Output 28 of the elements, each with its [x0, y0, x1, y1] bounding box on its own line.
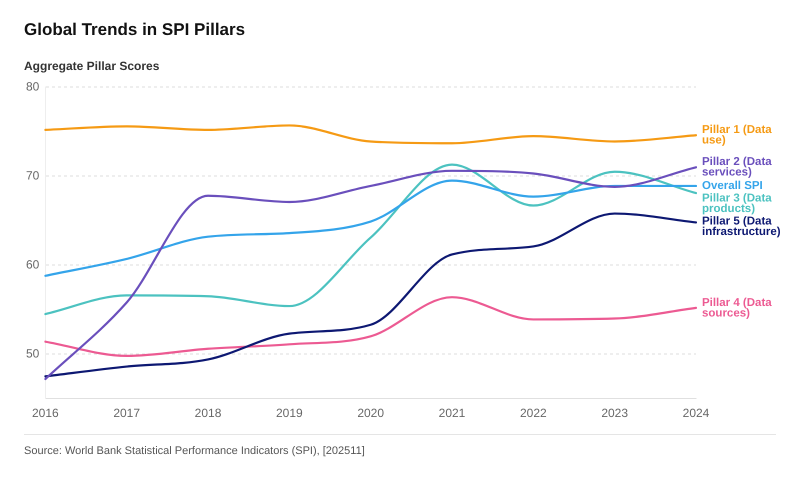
x-tick-label: 2018 [194, 406, 222, 420]
series-label: Overall SPI [702, 180, 763, 192]
series-label: Pillar 4 (Data sources) [702, 296, 772, 320]
line-series [44, 180, 698, 277]
line-series [44, 212, 698, 378]
y-tick-label: 70 [26, 168, 40, 182]
series-label: Pillar 5 (Data infrastructure) [702, 216, 781, 238]
series-label: Pillar 3 (Data products) [702, 192, 772, 216]
y-tick-label: 50 [26, 346, 40, 360]
y-axis-title: Aggregate Pillar Scores [24, 59, 160, 73]
line-series [44, 296, 698, 357]
x-tick-label: 2020 [357, 406, 384, 420]
x-tick-label: 2021 [438, 406, 466, 420]
x-tick-label: 2022 [520, 406, 548, 420]
y-tick-label: 80 [26, 80, 40, 94]
x-tick-label: 2017 [113, 406, 140, 420]
series-label: Pillar 2 (Data services) [702, 156, 772, 179]
line-series [44, 124, 698, 144]
chart-title: Global Trends in SPI Pillars [24, 20, 246, 40]
y-tick-label: 60 [26, 257, 40, 272]
series-label: Pillar 1 (Data use) [702, 124, 772, 147]
line-series [44, 164, 698, 316]
x-tick-label: 2023 [601, 406, 628, 420]
source-note: Source: World Bank Statistical Performance Indicators (SPI), [202511] [24, 445, 365, 457]
x-tick-label: 2019 [276, 406, 304, 420]
x-tick-label: 2024 [682, 406, 710, 420]
x-tick-label: 2016 [32, 406, 60, 420]
line-series [44, 166, 698, 380]
